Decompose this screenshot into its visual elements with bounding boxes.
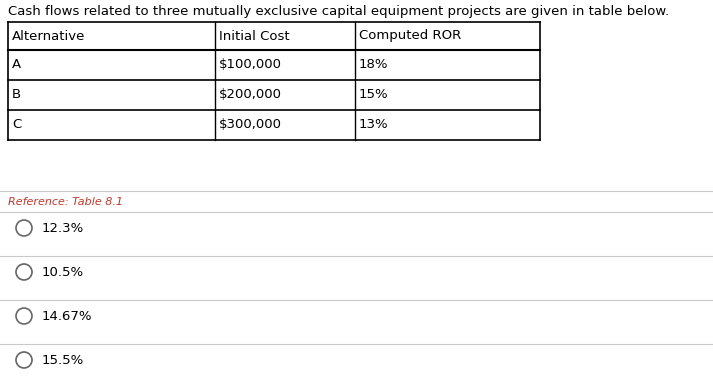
Text: $300,000: $300,000 xyxy=(219,119,282,132)
Text: A: A xyxy=(12,59,21,71)
Text: Cash flows related to three mutually exclusive capital equipment projects are gi: Cash flows related to three mutually exc… xyxy=(8,5,669,18)
Text: 12.3%: 12.3% xyxy=(42,222,84,235)
Text: B: B xyxy=(12,88,21,102)
Text: Reference: Table 8.1: Reference: Table 8.1 xyxy=(8,197,123,207)
Text: 10.5%: 10.5% xyxy=(42,266,84,279)
Text: Computed ROR: Computed ROR xyxy=(359,29,461,42)
Text: 14.67%: 14.67% xyxy=(42,310,93,322)
Text: $100,000: $100,000 xyxy=(219,59,282,71)
Text: 15.5%: 15.5% xyxy=(42,354,84,366)
Text: Alternative: Alternative xyxy=(12,29,86,42)
Text: 15%: 15% xyxy=(359,88,389,102)
Text: C: C xyxy=(12,119,21,132)
Text: Initial Cost: Initial Cost xyxy=(219,29,289,42)
Text: $200,000: $200,000 xyxy=(219,88,282,102)
Text: 18%: 18% xyxy=(359,59,389,71)
Text: 13%: 13% xyxy=(359,119,389,132)
